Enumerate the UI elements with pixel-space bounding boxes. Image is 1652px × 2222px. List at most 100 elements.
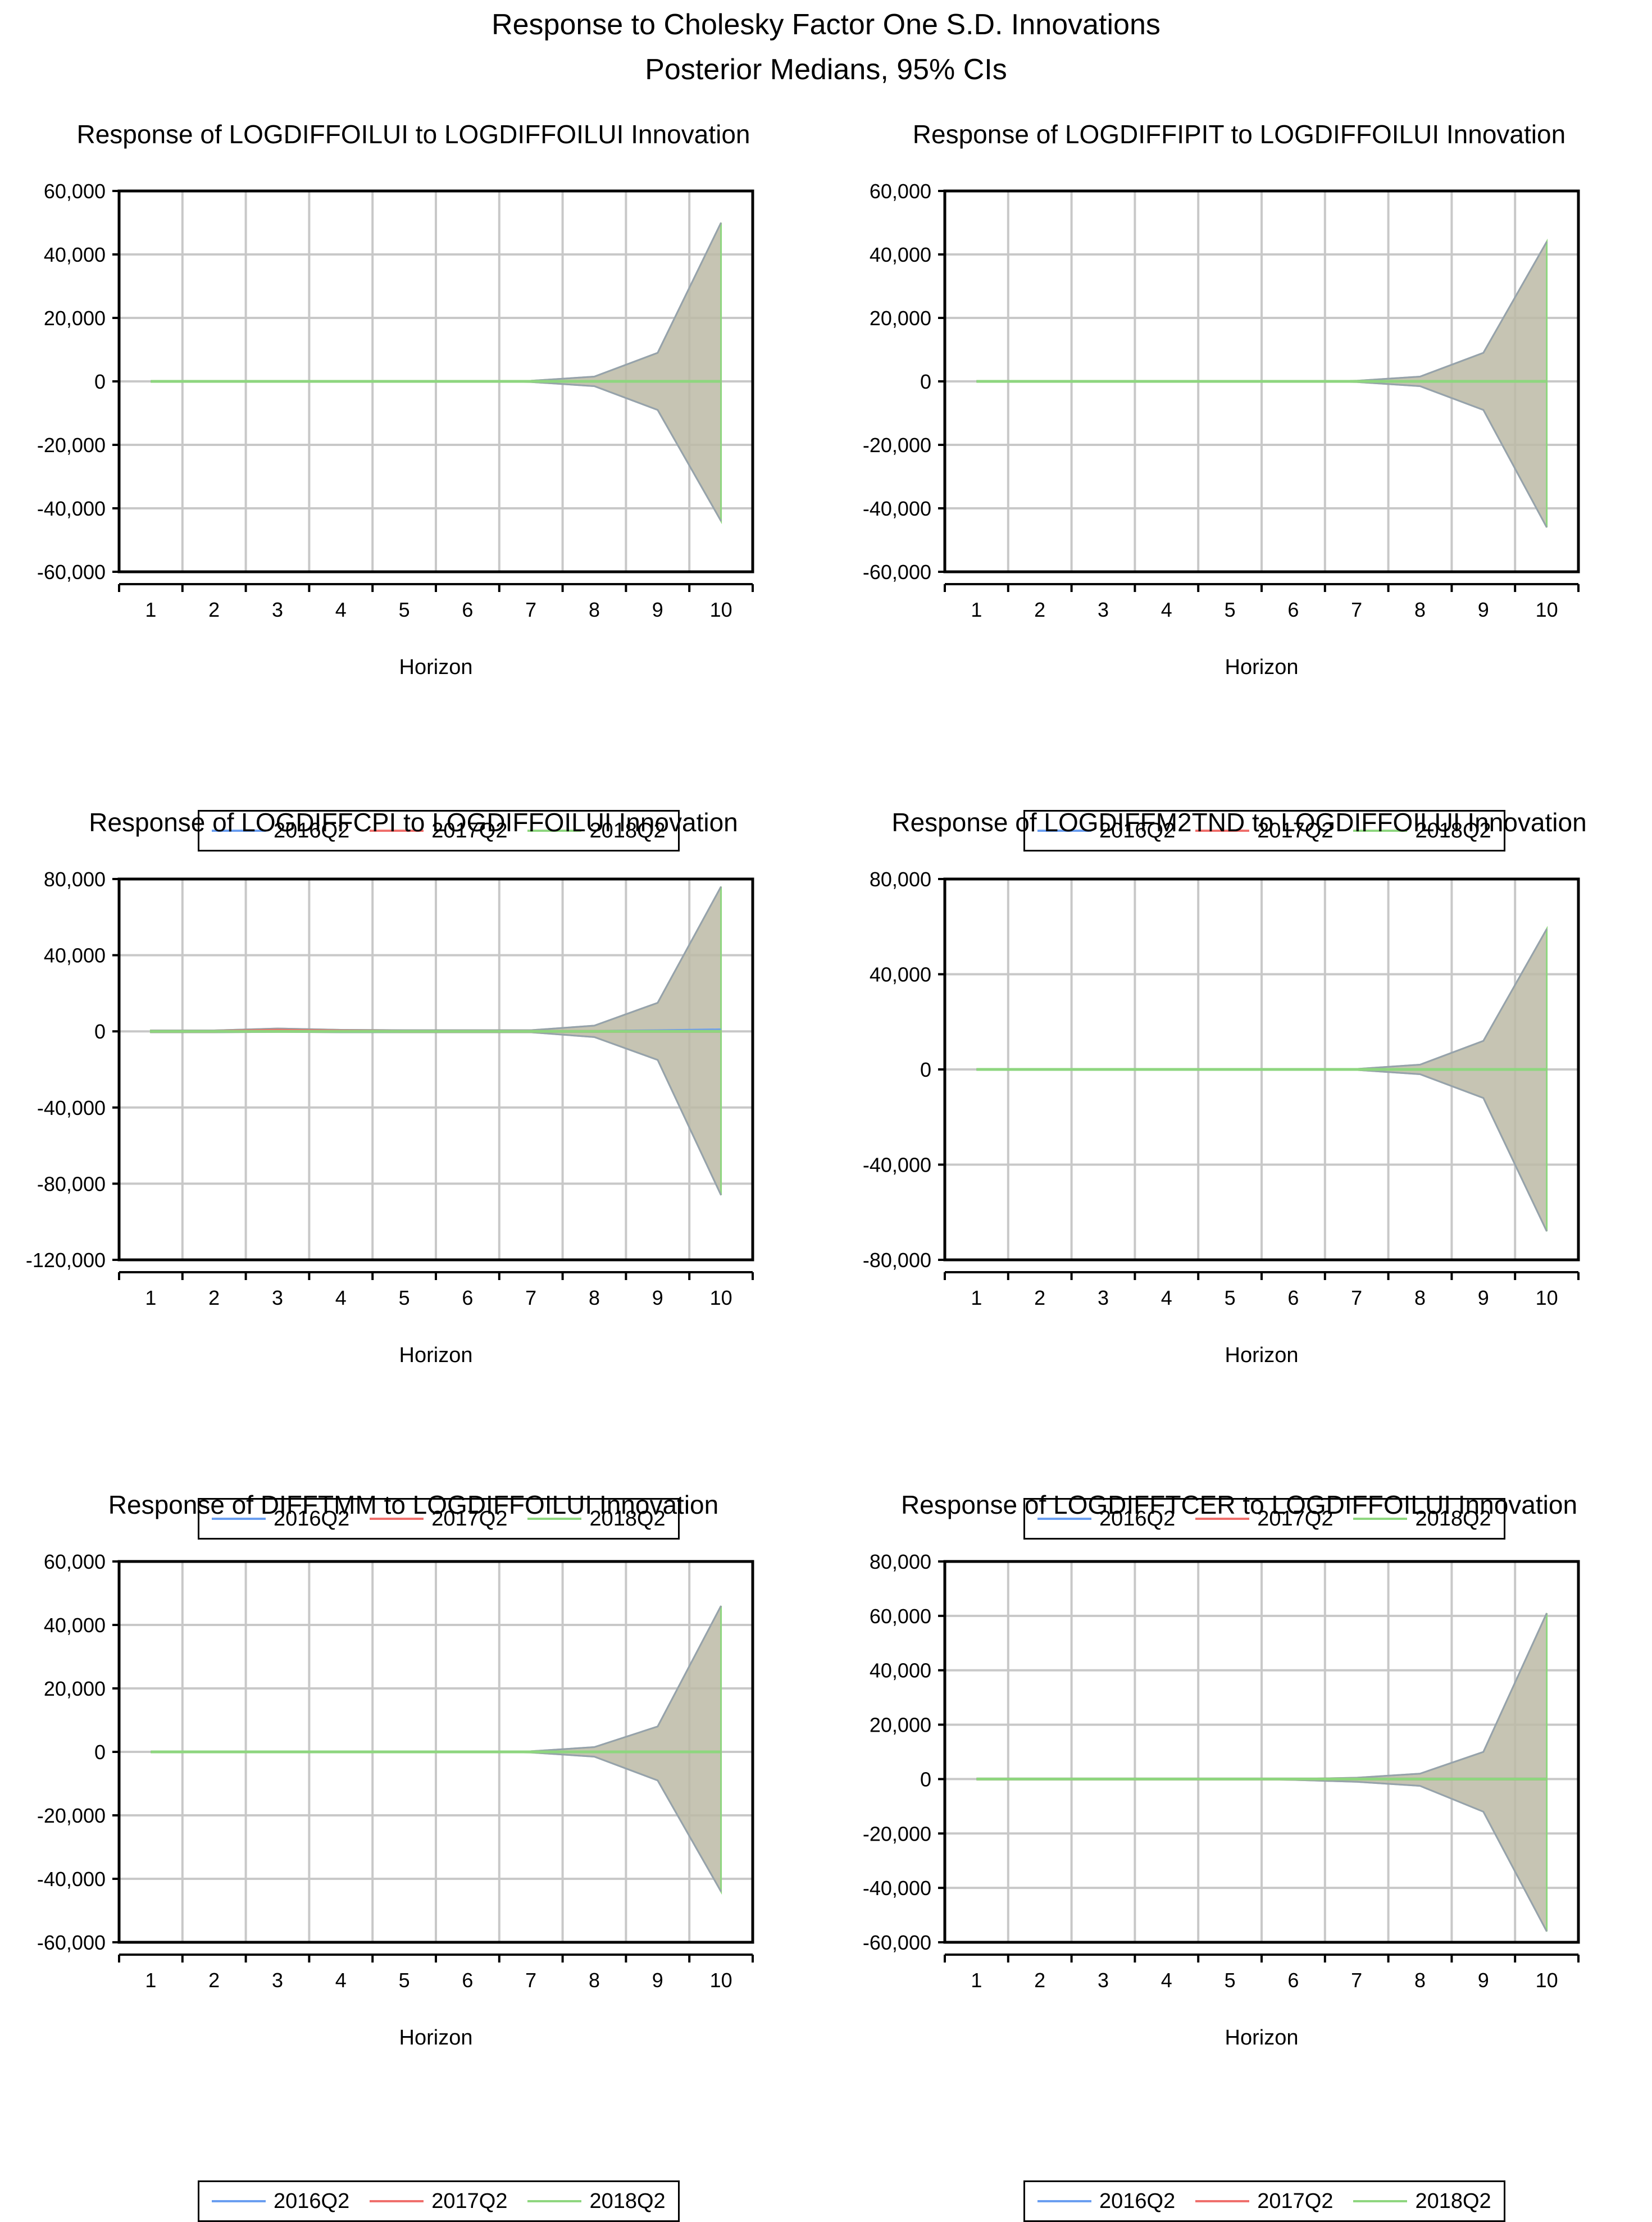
x-tick-label: 3	[1098, 598, 1109, 621]
x-tick-label: 6	[1287, 1286, 1299, 1309]
x-tick-label: 10	[1536, 1969, 1558, 1992]
legend-item-2016Q2: 2016Q2	[1037, 2189, 1175, 2214]
chart-svg: Response of LOGDIFFCPI to LOGDIFFOILUI I…	[26, 808, 754, 1367]
x-tick-label: 6	[1287, 1969, 1299, 1992]
legend-label: 2016Q2	[274, 1506, 350, 1531]
panel-title: Response of LOGDIFFIPIT to LOGDIFFOILUI …	[913, 120, 1565, 149]
y-tick-label: 0	[920, 370, 931, 393]
y-tick-label: 20,000	[44, 307, 106, 330]
panel-title: Response of LOGDIFFM2TND to LOGDIFFOILUI…	[891, 808, 1586, 837]
legend-label: 2018Q2	[589, 818, 666, 843]
x-tick-label: 3	[1098, 1969, 1109, 1992]
x-tick-label: 4	[335, 598, 347, 621]
legend-item-2018Q2: 2018Q2	[1353, 1507, 1491, 1531]
legend-item-2018Q2: 2018Q2	[1353, 819, 1491, 843]
panel-logdiffcpi: Response of LOGDIFFCPI to LOGDIFFOILUI I…	[0, 789, 826, 1540]
x-tick-label: 2	[1034, 598, 1045, 621]
y-tick-label: 60,000	[870, 180, 931, 203]
y-tick-label: -40,000	[37, 497, 106, 520]
x-tick-label: 10	[710, 1286, 732, 1309]
chart-svg: Response of LOGDIFFIPIT to LOGDIFFOILUI …	[863, 120, 1580, 679]
legend-item-2017Q2: 2017Q2	[370, 1507, 507, 1531]
panel-logdiffipit: Response of LOGDIFFIPIT to LOGDIFFOILUI …	[826, 101, 1651, 852]
legend-item-2017Q2: 2017Q2	[370, 819, 507, 843]
x-tick-label: 5	[1225, 1286, 1236, 1309]
x-axis-label: Horizon	[1225, 2026, 1299, 2050]
y-tick-label: 60,000	[870, 1605, 931, 1628]
legend-swatch	[527, 2200, 582, 2202]
panel-logdiffoilui: Response of LOGDIFFOILUI to LOGDIFFOILUI…	[0, 101, 826, 852]
legend-item-2016Q2: 2016Q2	[1037, 1507, 1175, 1531]
legend-swatch	[370, 830, 424, 832]
x-tick-label: 3	[272, 1969, 283, 1992]
y-tick-label: 0	[94, 1020, 106, 1043]
x-tick-label: 1	[145, 1286, 156, 1309]
y-tick-label: -20,000	[37, 434, 106, 457]
x-tick-label: 3	[272, 598, 283, 621]
y-tick-label: 60,000	[44, 180, 106, 203]
legend-label: 2016Q2	[274, 2189, 350, 2213]
legend-swatch	[370, 2200, 424, 2202]
legend-swatch	[1353, 830, 1408, 832]
legend-label: 2018Q2	[1415, 2189, 1491, 2213]
legend: 2016Q2 2017Q2 2018Q2	[198, 810, 680, 852]
y-tick-label: -80,000	[863, 1249, 931, 1272]
panel-logdifftcer: Response of LOGDIFFTCER to LOGDIFFOILUI …	[826, 1472, 1651, 2222]
panel-title: Response of LOGDIFFCPI to LOGDIFFOILUI I…	[89, 808, 738, 837]
legend-label: 2016Q2	[1099, 818, 1176, 843]
y-tick-label: 0	[94, 370, 106, 393]
legend-label: 2016Q2	[1099, 1506, 1176, 1531]
panel-logdiffm2tnd: Response of LOGDIFFM2TND to LOGDIFFOILUI…	[826, 789, 1651, 1540]
x-tick-label: 5	[399, 1286, 410, 1309]
y-tick-label: -40,000	[863, 1877, 931, 1900]
x-tick-label: 2	[208, 1286, 220, 1309]
chart-svg: Response of LOGDIFFM2TND to LOGDIFFOILUI…	[863, 808, 1587, 1367]
legend-item-2016Q2: 2016Q2	[212, 2189, 349, 2214]
legend-swatch	[1195, 1518, 1250, 1520]
chart-subtitle: Posterior Medians, 95% CIs	[645, 53, 1007, 86]
legend-label: 2018Q2	[589, 1506, 666, 1531]
y-tick-label: 0	[920, 1058, 931, 1081]
y-tick-label: 80,000	[870, 868, 931, 891]
legend-swatch	[527, 1518, 582, 1520]
plot-frame	[943, 1560, 1580, 1944]
y-tick-label: 20,000	[44, 1677, 106, 1700]
legend-swatch	[370, 1518, 424, 1520]
legend-item-2018Q2: 2018Q2	[527, 818, 666, 843]
y-tick-label: 0	[94, 1741, 106, 1764]
x-tick-label: 9	[652, 1286, 663, 1309]
y-tick-label: 40,000	[44, 944, 106, 967]
chart-main-title: Response to Cholesky Factor One S.D. Inn…	[491, 8, 1161, 41]
y-tick-label: -20,000	[37, 1804, 106, 1827]
x-tick-label: 3	[1098, 1286, 1109, 1309]
legend-item-2018Q2: 2018Q2	[527, 2189, 666, 2214]
x-tick-label: 2	[208, 598, 220, 621]
x-tick-label: 10	[1536, 598, 1558, 621]
legend-label: 2017Q2	[431, 2189, 508, 2213]
y-tick-label: -20,000	[863, 434, 931, 457]
legend-swatch	[1195, 830, 1250, 832]
x-tick-label: 6	[462, 1969, 473, 1992]
y-tick-label: 40,000	[870, 243, 931, 266]
x-tick-label: 8	[589, 1969, 600, 1992]
x-tick-label: 7	[1351, 1286, 1362, 1309]
panel-title: Response of LOGDIFFOILUI to LOGDIFFOILUI…	[76, 120, 750, 149]
legend-item-2018Q2: 2018Q2	[527, 1506, 666, 1531]
x-tick-label: 9	[652, 598, 663, 621]
x-tick-label: 3	[272, 1286, 283, 1309]
y-tick-label: -40,000	[37, 1868, 106, 1891]
x-tick-label: 4	[1161, 1286, 1172, 1309]
x-tick-label: 2	[208, 1969, 220, 1992]
x-tick-label: 1	[971, 1286, 982, 1309]
legend: 2016Q2 2017Q2 2018Q2	[1023, 810, 1505, 852]
legend-label: 2018Q2	[1415, 1506, 1491, 1531]
x-tick-label: 6	[1287, 598, 1299, 621]
x-tick-label: 1	[971, 1969, 982, 1992]
x-tick-label: 1	[971, 598, 982, 621]
y-tick-label: 40,000	[870, 1659, 931, 1682]
x-tick-label: 9	[1478, 1286, 1489, 1309]
legend: 2016Q2 2017Q2 2018Q2	[1023, 1498, 1505, 1540]
legend-label: 2017Q2	[431, 818, 508, 843]
legend-label: 2018Q2	[1415, 818, 1491, 843]
legend-swatch	[527, 830, 582, 832]
